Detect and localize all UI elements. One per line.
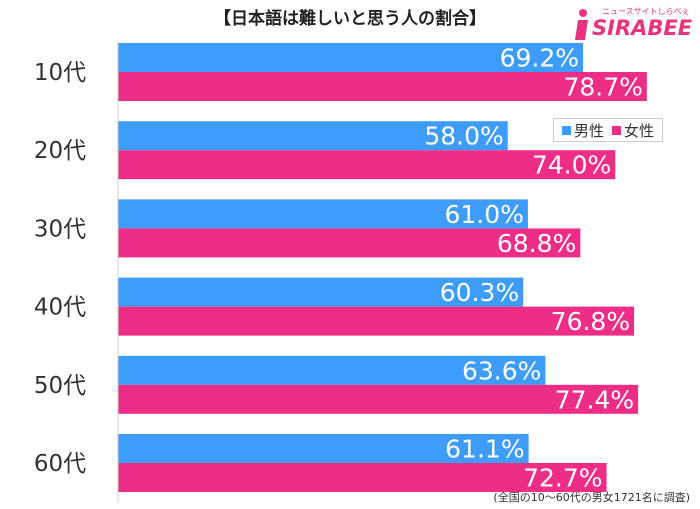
data-label-male: 61.0% (444, 200, 523, 229)
chart-title: 【日本語は難しいと思う人の割合】 (214, 9, 486, 29)
data-label-male: 61.1% (445, 435, 524, 464)
logo-subtitle: ニュースサイトしらべぇ (602, 7, 690, 16)
bar-female (118, 72, 647, 101)
bar-male (118, 199, 528, 229)
sirabee-logo-icon (575, 9, 588, 40)
bar-female (118, 228, 581, 258)
data-label-female: 77.4% (555, 385, 634, 414)
bar-female (118, 306, 635, 336)
sirabee-logo: ニュースサイトしらべぇ SIRABEE (572, 4, 694, 44)
legend-swatch-female (612, 125, 622, 135)
bar-male (118, 355, 546, 385)
data-label-male: 63.6% (462, 356, 541, 385)
footnote: (全国の10〜60代の男女1721名に調査) (493, 491, 690, 504)
category-label: 10代 (34, 60, 86, 86)
bar-male (118, 43, 584, 72)
bar-female (118, 150, 616, 180)
data-label-female: 76.8% (551, 307, 630, 336)
legend-item-male: 男性 (562, 120, 604, 141)
legend-label-male: 男性 (574, 121, 605, 140)
bar-male (118, 434, 529, 463)
data-label-male: 69.2% (500, 44, 579, 73)
category-label: 40代 (34, 295, 86, 321)
legend-label-female: 女性 (624, 121, 655, 140)
category-label: 20代 (34, 138, 86, 164)
legend: 男性 女性 (553, 118, 664, 142)
category-label: 30代 (34, 216, 86, 242)
data-label-male: 58.0% (424, 122, 503, 151)
category-label: 50代 (34, 373, 86, 399)
bar-male (118, 121, 508, 151)
legend-swatch-male (562, 125, 571, 135)
bar-female (118, 463, 607, 492)
data-label-female: 74.0% (532, 151, 611, 180)
legend-item-female: 女性 (612, 120, 654, 141)
bar-male (118, 277, 524, 307)
data-label-female: 72.7% (523, 464, 602, 493)
data-label-male: 60.3% (440, 278, 519, 307)
data-label-female: 78.7% (563, 73, 642, 102)
data-label-female: 68.8% (497, 229, 576, 258)
category-label: 60代 (34, 451, 86, 477)
bar-female (118, 384, 639, 414)
logo-text: SIRABEE (592, 16, 693, 40)
